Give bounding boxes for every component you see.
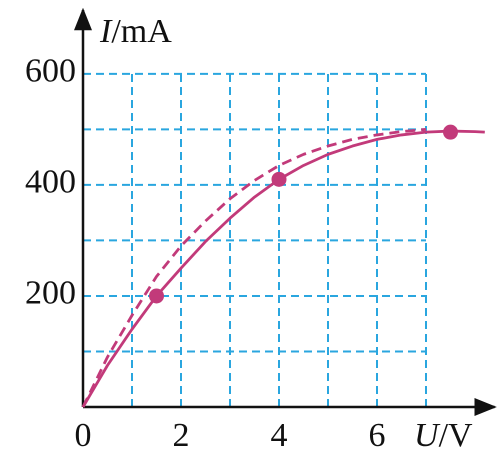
- x-axis-label: U/V: [414, 417, 473, 454]
- data-point: [443, 124, 458, 140]
- x-tick-label: 0: [75, 417, 92, 454]
- data-point: [149, 288, 164, 304]
- y-tick-label: 400: [25, 164, 76, 201]
- curve: [81, 127, 427, 408]
- x-tick-label: 2: [173, 417, 190, 454]
- curve: [81, 129, 485, 408]
- data-point: [271, 171, 287, 187]
- y-tick-label: 600: [25, 53, 76, 90]
- y-tick-label: 200: [25, 275, 76, 312]
- y-axis-label: I/mA: [99, 13, 172, 50]
- x-tick-label: 4: [271, 417, 288, 454]
- x-tick-label: 6: [369, 417, 386, 454]
